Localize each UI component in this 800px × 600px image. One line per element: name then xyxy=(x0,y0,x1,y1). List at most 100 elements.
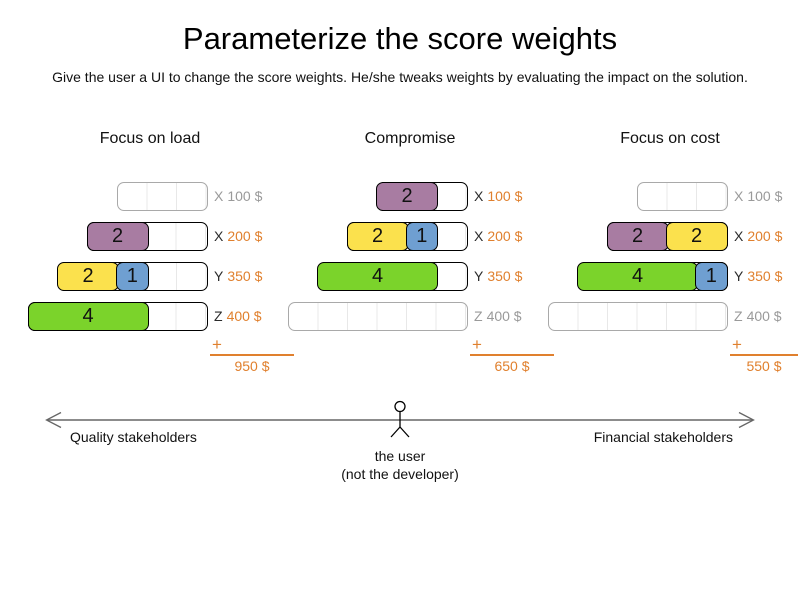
row-label-letter: X xyxy=(474,188,484,204)
row-label: Y 350 $ xyxy=(734,262,782,291)
weight-track: 4 1 xyxy=(577,261,728,291)
row-label-price: 100 $ xyxy=(487,188,523,204)
weight-block-purple: 2 xyxy=(376,181,438,211)
row-label-letter: X xyxy=(734,228,744,244)
row-label-price: 400 $ xyxy=(486,308,522,324)
weight-block-purple: 2 xyxy=(86,221,149,251)
row-label-letter: X xyxy=(734,188,744,204)
user-label-line1: the user xyxy=(374,448,426,464)
user-head xyxy=(394,400,406,413)
user-leg-left xyxy=(390,426,401,438)
weight-block-blue: 1 xyxy=(695,261,728,291)
weight-track: 2 1 xyxy=(346,221,468,251)
row-label-letter: Z xyxy=(214,308,223,324)
column-title: Focus on load xyxy=(99,130,201,147)
sum-value: 950 $ xyxy=(234,358,270,374)
scenario-column-compromise: Compromise 2 X 100 $ 2 1 X 200 $ 4 Y 350 $ … xyxy=(288,130,560,395)
row-label: Z 400 $ xyxy=(214,302,262,331)
row-label: Y 350 $ xyxy=(214,262,262,291)
weight-row: 2 X 100 $ xyxy=(290,181,560,211)
arrowhead-left-icon xyxy=(45,411,62,429)
row-label-price: 200 $ xyxy=(487,228,523,244)
row-label-price: 200 $ xyxy=(747,228,783,244)
row-label-price: 350 $ xyxy=(487,268,523,284)
weight-block-green: 4 xyxy=(577,261,698,291)
weight-block-blue: 1 xyxy=(405,221,438,251)
weight-block-yellow: 2 xyxy=(665,221,728,251)
row-label-letter: X xyxy=(214,188,224,204)
weight-block-yellow: 2 xyxy=(346,221,409,251)
weight-row: 4 Y 350 $ xyxy=(290,261,560,291)
weight-block-blue: 1 xyxy=(116,261,149,291)
row-label-price: 200 $ xyxy=(227,228,263,244)
row-label-price: 400 $ xyxy=(746,308,782,324)
weight-row: 2 2 X 200 $ xyxy=(550,221,800,251)
row-label: X 200 $ xyxy=(474,222,522,251)
row-label: X 100 $ xyxy=(214,182,262,211)
row-label: X 100 $ xyxy=(474,182,522,211)
financial-stakeholders-label: Financial stakeholders xyxy=(593,429,733,445)
row-label-price: 350 $ xyxy=(747,268,783,284)
row-label-letter: X xyxy=(474,228,484,244)
row-label-price: 350 $ xyxy=(227,268,263,284)
weight-track: 2 xyxy=(86,221,208,251)
weight-row: 2 X 200 $ xyxy=(30,221,300,251)
cost-sum: + 950 $ xyxy=(210,336,294,374)
weight-track: 4 xyxy=(317,261,468,291)
weight-track xyxy=(636,182,728,211)
row-label-price: 100 $ xyxy=(227,188,263,204)
scenario-column-focus-on-cost: Focus on cost X 100 $ 2 2 X 200 $ 4 1 Y 350… xyxy=(548,130,800,395)
column-title: Compromise xyxy=(364,130,456,147)
weight-row: Z 400 $ xyxy=(548,302,800,331)
sum-value: 550 $ xyxy=(746,358,782,374)
weight-track: 2 1 xyxy=(57,261,208,291)
row-label-price: 100 $ xyxy=(747,188,783,204)
weight-track xyxy=(548,302,728,331)
weight-row: X 100 $ xyxy=(30,182,300,211)
weight-row: 4 1 Y 350 $ xyxy=(550,261,800,291)
weight-track: 2 xyxy=(376,181,468,211)
row-label-letter: Y xyxy=(214,268,224,284)
row-label-letter: Z xyxy=(734,308,743,324)
row-label: Z 400 $ xyxy=(734,302,782,331)
arrowhead-right-icon xyxy=(738,411,755,429)
cost-sum: + 650 $ xyxy=(470,336,554,374)
weight-track xyxy=(116,182,208,211)
weight-row: X 100 $ xyxy=(550,182,800,211)
weight-track: 2 2 xyxy=(606,221,728,251)
page-title: Parameterize the score weights xyxy=(182,21,618,56)
weight-row: Z 400 $ xyxy=(288,302,560,331)
weight-block-purple: 2 xyxy=(606,221,669,251)
row-label: X 200 $ xyxy=(214,222,262,251)
row-label: Z 400 $ xyxy=(474,302,522,331)
stakeholder-axis xyxy=(45,400,755,438)
row-label-letter: Y xyxy=(734,268,744,284)
weight-block-yellow: 2 xyxy=(57,261,119,291)
row-label-letter: Z xyxy=(474,308,483,324)
weight-track: 4 xyxy=(27,301,208,331)
column-title: Focus on cost xyxy=(620,130,720,147)
plus-icon: + xyxy=(730,336,798,356)
sum-value: 650 $ xyxy=(494,358,530,374)
plus-icon: + xyxy=(210,336,294,356)
user-label-line2: (not the developer) xyxy=(341,466,459,482)
row-label-letter: X xyxy=(214,228,224,244)
weight-track xyxy=(288,302,468,331)
weight-row: 2 1 Y 350 $ xyxy=(30,261,300,291)
row-label: Y 350 $ xyxy=(474,262,522,291)
weight-block-green: 4 xyxy=(317,261,438,291)
scenario-column-focus-on-load: Focus on load X 100 $ 2 X 200 $ 2 1 Y 350 $… xyxy=(27,130,300,395)
weight-block-green: 4 xyxy=(27,301,149,331)
row-label-letter: Y xyxy=(474,268,484,284)
row-label: X 100 $ xyxy=(734,182,782,211)
weight-row: 4 Z 400 $ xyxy=(27,301,300,331)
quality-stakeholders-label: Quality stakeholders xyxy=(70,429,197,445)
row-label: X 200 $ xyxy=(734,222,782,251)
weight-row: 2 1 X 200 $ xyxy=(290,221,560,251)
page-subtitle: Give the user a UI to change the score w… xyxy=(52,69,748,85)
row-label-price: 400 $ xyxy=(226,308,262,324)
user-figure-icon xyxy=(390,400,410,438)
plus-icon: + xyxy=(470,336,554,356)
cost-sum: + 550 $ xyxy=(730,336,798,374)
